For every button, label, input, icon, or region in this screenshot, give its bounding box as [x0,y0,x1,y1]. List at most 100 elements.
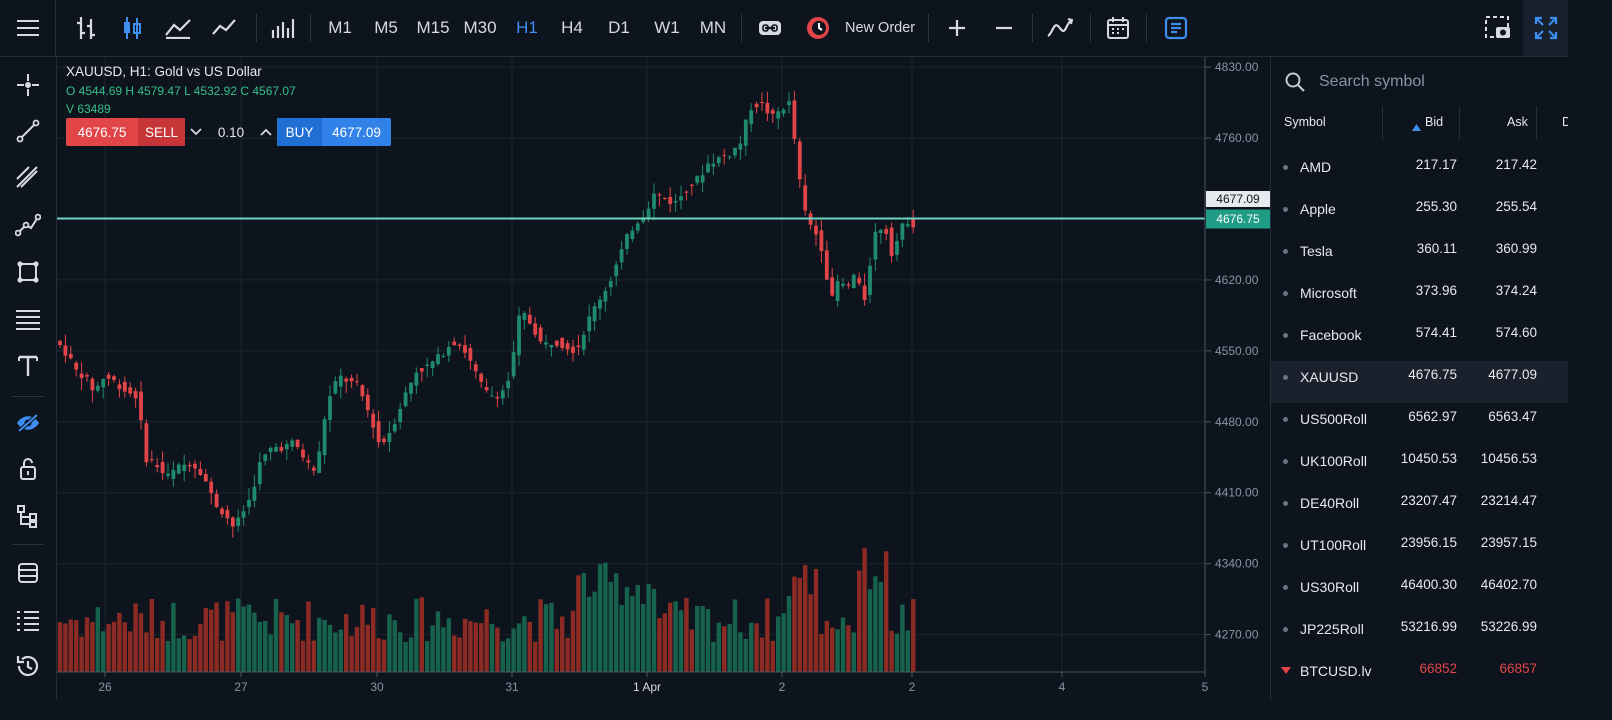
crosshair-icon[interactable] [0,65,56,105]
col-symbol[interactable]: Symbol [1284,115,1326,129]
list-icon[interactable] [0,600,56,640]
bull-candle [446,347,451,356]
col-divider [1536,106,1537,140]
hide-drawings-icon[interactable] [0,403,56,443]
watchlist-row[interactable]: US30Roll 46400.30 46402.70 [1271,571,1568,613]
bear-candle [209,481,214,494]
watchlist-row[interactable]: UT100Roll 23956.15 23957.15 [1271,529,1568,571]
watchlist-row[interactable]: BTCUSD.lv 66852 66857 [1271,655,1568,697]
col-ask[interactable]: Ask [1507,115,1528,129]
fullscreen-icon[interactable] [1523,0,1568,56]
chevron-up-icon[interactable] [255,128,277,136]
bar-chart-icon[interactable] [66,0,106,56]
indicators-icon[interactable] [262,0,302,56]
watchlist-row[interactable]: Tesla 360.11 360.99 [1271,235,1568,277]
zoom-in-icon[interactable] [937,0,977,56]
watchlist-row[interactable]: JP225Roll 53216.99 53226.99 [1271,613,1568,655]
bear-candle [884,228,889,234]
screenshot-icon[interactable] [1478,0,1518,56]
bear-candle [668,196,673,204]
bull-candle [511,352,516,377]
watchlist-row[interactable]: Microsoft 373.96 374.24 [1271,277,1568,319]
lot-size-stepper[interactable]: 0.10 [185,118,277,146]
rectangle-icon[interactable] [0,252,56,292]
history-icon[interactable] [0,646,56,686]
watchlist-header: Symbol Bid Ask D [1271,106,1568,140]
trend-line-icon[interactable] [0,111,56,151]
bear-candle [144,423,149,463]
watchlist-row[interactable]: AMD 217.17 217.42 [1271,151,1568,193]
watchlist-row[interactable]: Apple 255.30 255.54 [1271,193,1568,235]
volume-bar [668,602,673,672]
col-extra[interactable]: D [1562,106,1568,138]
link-icon[interactable] [750,0,790,56]
menu-icon[interactable] [0,0,56,56]
volume-bar [392,620,397,672]
notes-icon[interactable] [1156,0,1196,56]
buy-button[interactable]: BUY 4677.09 [277,118,391,146]
tf-mn[interactable]: MN [699,18,727,37]
watchlist-row[interactable]: US500Roll 6562.97 6563.47 [1271,403,1568,445]
volume-bar [673,601,678,672]
object-tree-icon[interactable] [0,496,56,536]
volume-bar [657,618,662,672]
candlestick-icon[interactable] [112,0,152,56]
volume-bar [549,602,554,672]
watchlist-row[interactable]: UK100Roll 10450.53 10456.53 [1271,445,1568,487]
bull-candle [236,517,241,526]
text-tool-icon[interactable] [0,346,56,386]
channel-icon[interactable] [0,158,56,198]
candlestick-chart[interactable]: 4677.09 4676.75 4830.00 4760.00 4620.00 4550… [57,57,1270,700]
lot-size-value[interactable]: 0.10 [217,124,245,140]
bull-candle [506,380,511,389]
watchlist-row[interactable]: Facebook 574.41 574.60 [1271,319,1568,361]
bear-candle [862,285,867,301]
bear-candle [122,381,127,392]
tf-m1[interactable]: M1 [328,18,352,37]
volume-bar [711,641,716,672]
tf-d1[interactable]: D1 [608,18,630,37]
bull-candle [274,446,278,452]
trade-signals-icon[interactable] [1040,0,1080,56]
bear-candle [479,373,484,382]
col-bid[interactable]: Bid [1425,115,1444,129]
lock-icon[interactable] [0,449,56,489]
tf-m5[interactable]: M5 [374,18,398,37]
chevron-down-icon[interactable] [185,128,207,136]
volume-bar [635,585,640,672]
watchlist-panel: Symbol Bid Ask D AMD 217.17 217.42 Apple 255… [1270,57,1568,700]
search-input[interactable] [1319,69,1559,95]
volume-bar [538,599,543,672]
tf-h1[interactable]: H1 [516,18,538,37]
volume-bar [743,638,748,672]
watchlist-row[interactable]: DE40Roll 23207.47 23214.47 [1271,487,1568,529]
zoom-out-icon[interactable] [984,0,1024,56]
fibonacci-icon[interactable] [0,299,56,339]
tf-m30[interactable]: M30 [463,18,497,37]
new-order-button[interactable]: New Order [805,0,935,56]
status-dot [1283,375,1288,380]
sell-button[interactable]: 4676.75 SELL [66,118,185,146]
bear-candle [889,227,894,256]
sidebar-divider [12,396,44,397]
price-chart[interactable]: 4677.09 4676.75 4830.00 4760.00 4620.00 4550… [57,57,1270,700]
symbol-name: Tesla [1300,243,1333,259]
watchlist-row[interactable]: XAUUSD 4676.75 4677.09 [1271,361,1568,403]
polyline-icon[interactable] [0,205,56,245]
line-chart-icon[interactable] [204,0,244,56]
toolbar-divider [1032,14,1033,42]
volume-bar [381,639,387,672]
orders-icon[interactable] [0,553,56,593]
volume-bar [884,551,889,672]
tf-m15[interactable]: M15 [416,18,450,37]
tf-h4[interactable]: H4 [561,18,583,37]
calendar-icon[interactable] [1098,0,1138,56]
ask-price: 4677.09 [1488,367,1537,382]
x-tick-label: 31 [505,680,519,694]
volume-bar [225,601,230,672]
tf-w1[interactable]: W1 [654,18,680,37]
volume-bar [209,609,214,672]
volume-bar [765,598,770,672]
area-chart-icon[interactable] [158,0,198,56]
volume-bar [230,612,235,672]
